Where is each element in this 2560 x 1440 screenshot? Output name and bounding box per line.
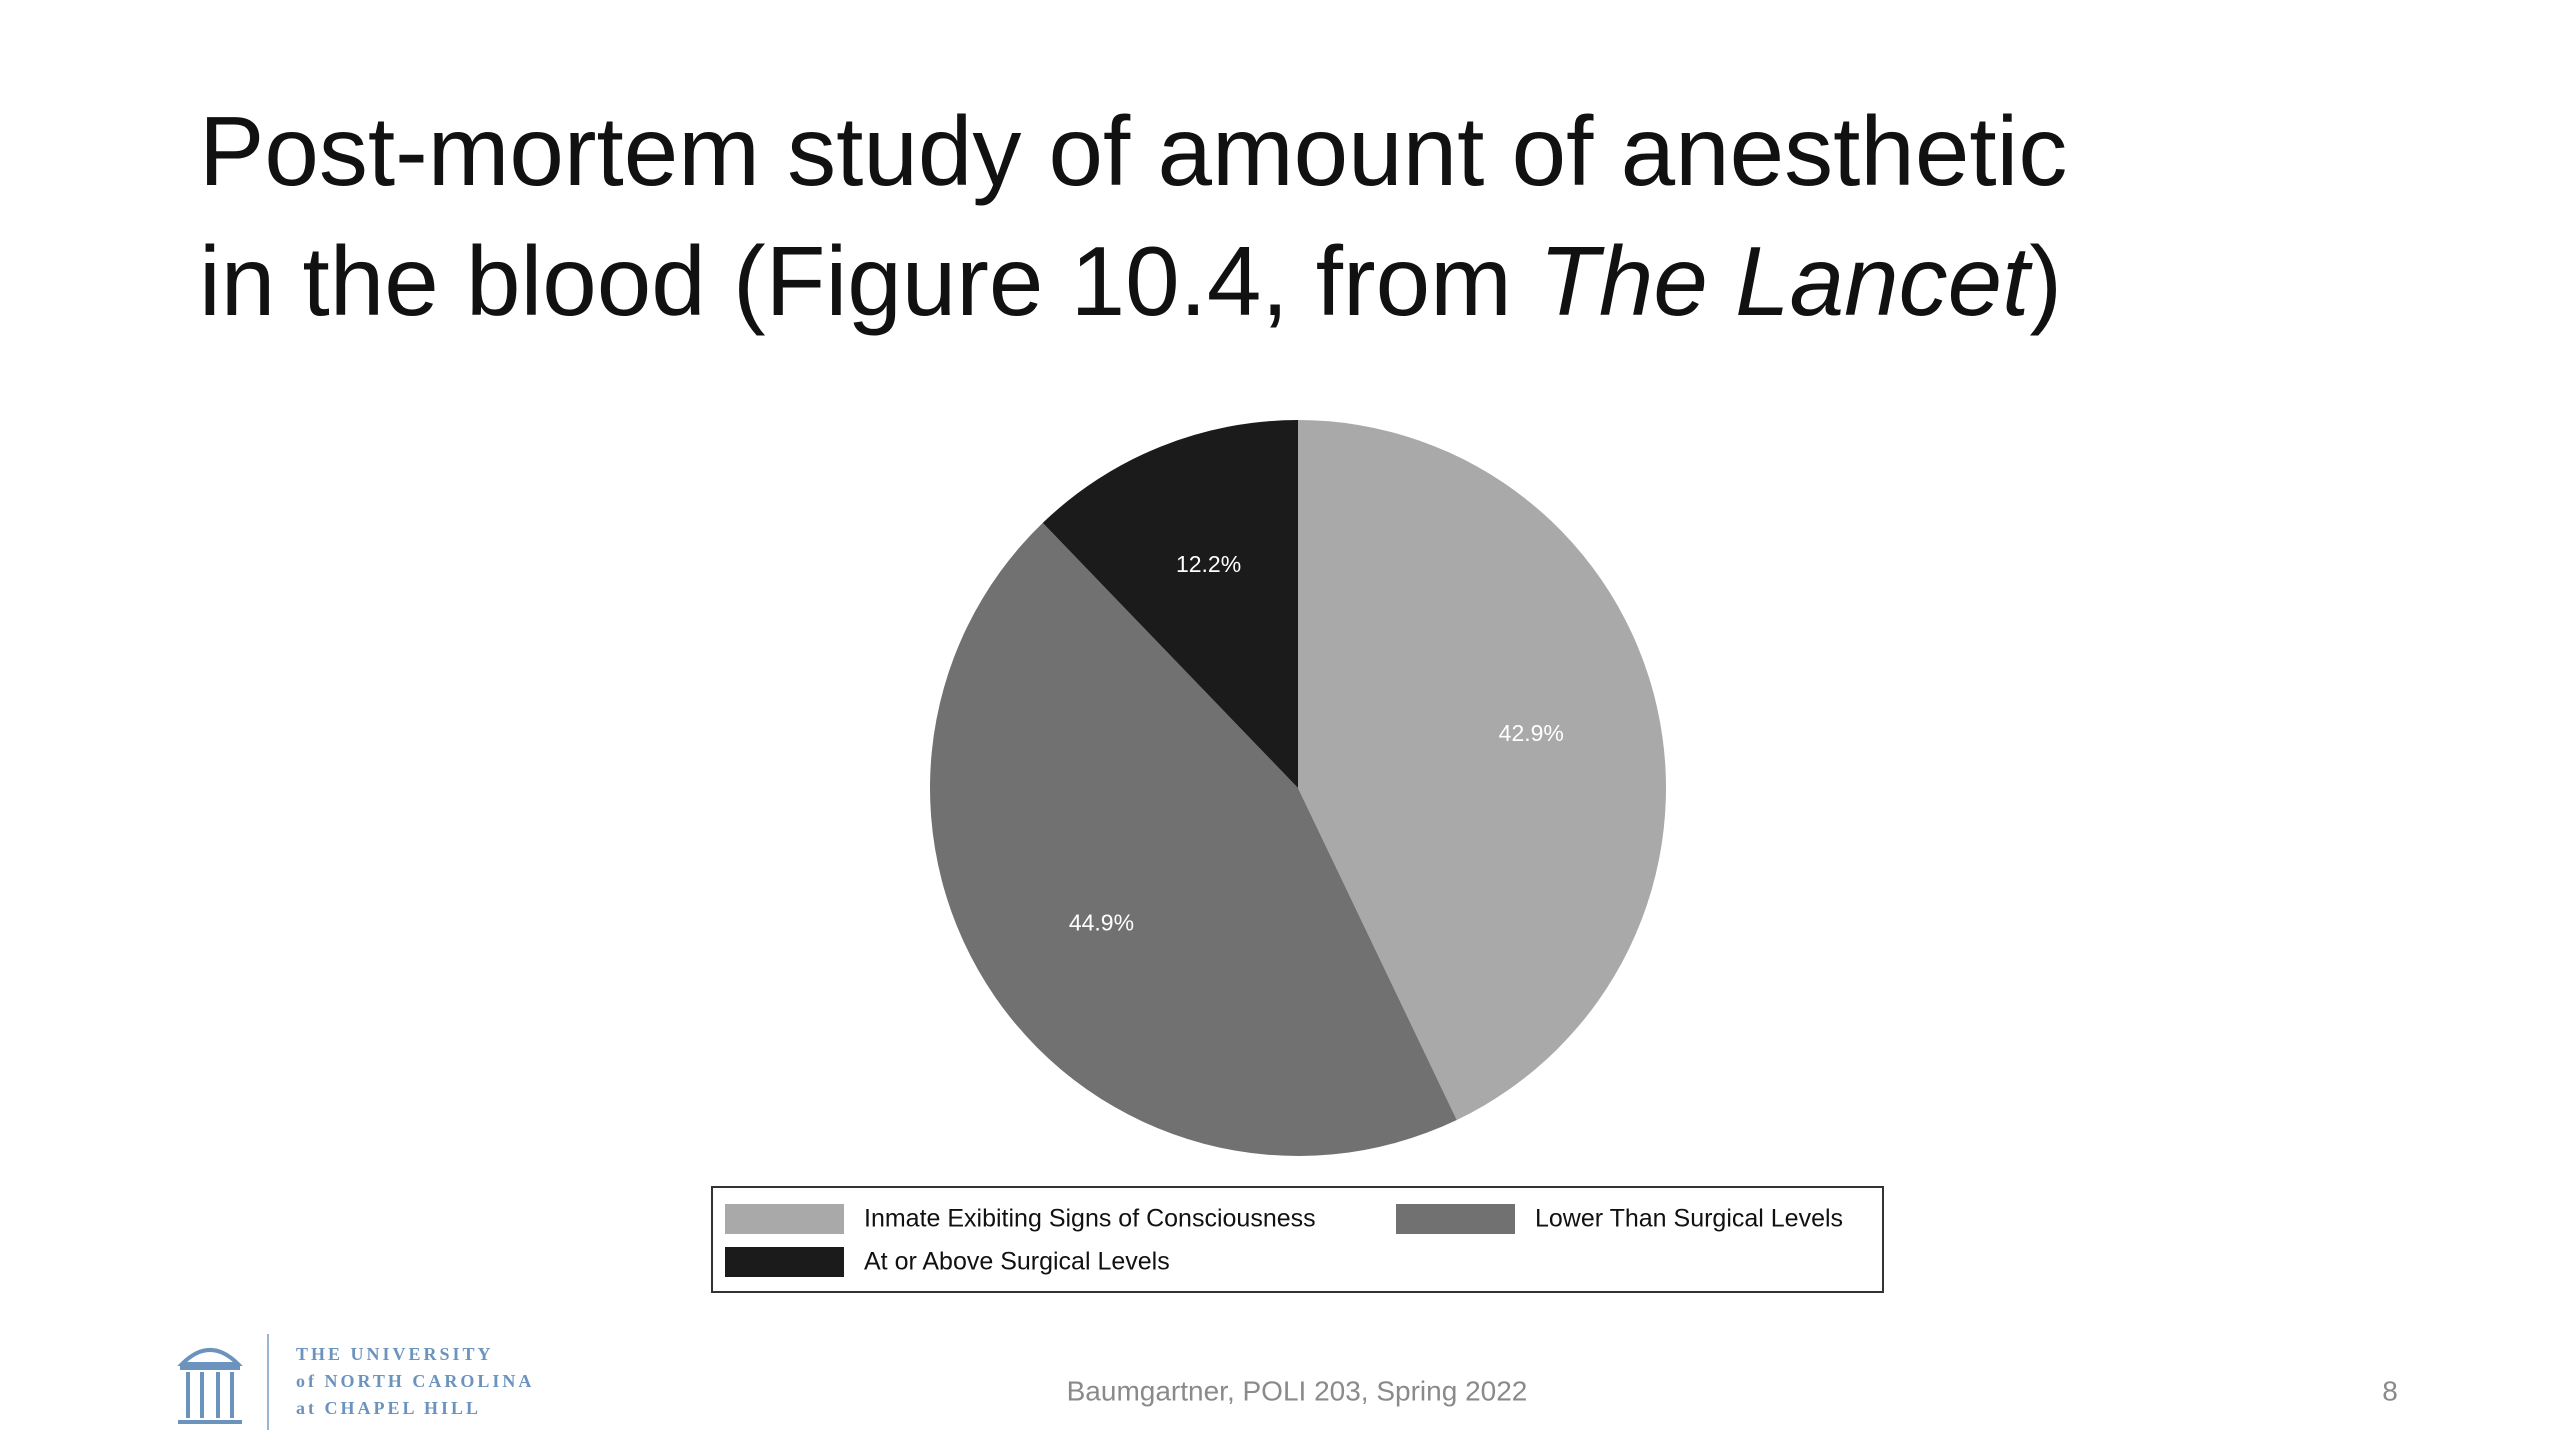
title-italic: The Lancet (1539, 226, 2033, 336)
footer: Baumgartner, POLI 203, Spring 2022 (1067, 1375, 1528, 1406)
title-part: in the blood (Figure 10.4, from (199, 226, 1539, 336)
logo-icon (177, 1348, 243, 1424)
logo-line: of NORTH CAROLINA (296, 1371, 534, 1391)
title-line-1: Post-mortem study of amount of anestheti… (199, 96, 2067, 206)
data-label: 44.9% (1069, 909, 1134, 935)
title-end: ) (2029, 226, 2062, 336)
legend-swatch (725, 1204, 844, 1234)
pie-slice (1042, 420, 1298, 788)
legend-swatch (1396, 1204, 1515, 1234)
pie-slice (929, 522, 1457, 1157)
legend-swatch (725, 1247, 844, 1277)
logo: THE UNIVERSITY of NORTH CAROLINA at CHAP… (177, 1334, 534, 1430)
data-label: 42.9% (1499, 720, 1564, 746)
pie-slice (1298, 420, 1667, 1120)
legend-label: Lower Than Surgical Levels (1535, 1205, 1843, 1233)
title-line-2: in the blood (Figure 10.4, from The Lanc… (199, 226, 2062, 336)
logo-line: THE UNIVERSITY (296, 1344, 494, 1364)
legend-label: Inmate Exibiting Signs of Consciousness (864, 1205, 1316, 1233)
legend-label: At or Above Surgical Levels (864, 1248, 1170, 1276)
legend-box (711, 1186, 1884, 1293)
pie: 42.9% 44.9% 12.2% (929, 420, 1667, 1157)
logo-line: at CHAPEL HILL (296, 1398, 481, 1418)
page-number: 8 (2382, 1375, 2398, 1406)
data-label: 12.2% (1176, 551, 1241, 577)
legend: Inmate Exibiting Signs of Consciousness L… (725, 1204, 1843, 1277)
